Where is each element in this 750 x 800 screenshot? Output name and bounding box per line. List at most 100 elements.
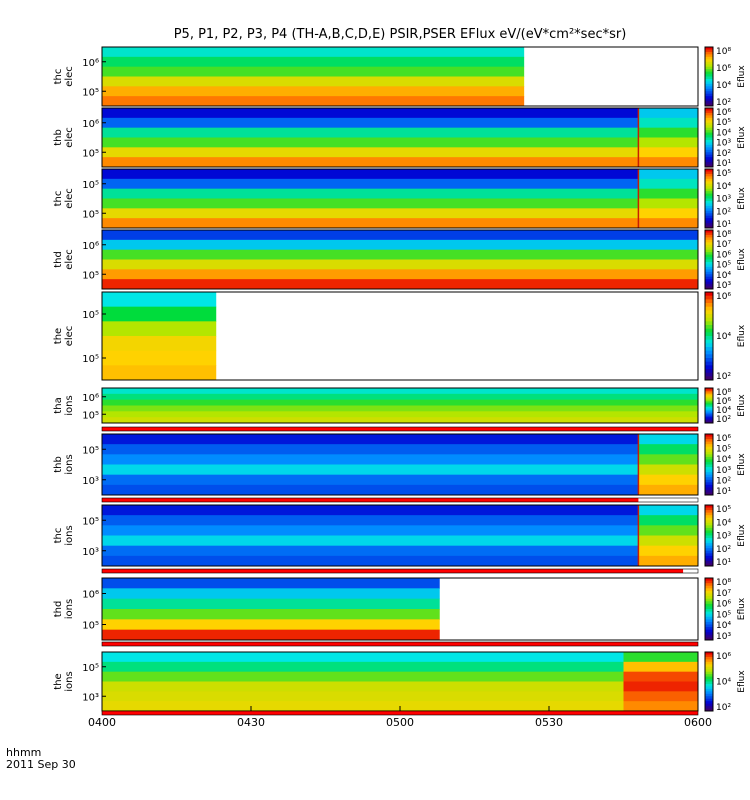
colorbar-swatch xyxy=(705,535,713,539)
colorbar-tick-label: 10³ xyxy=(716,632,731,642)
colorbar-tick-label: 10⁸ xyxy=(716,578,731,588)
colorbar-swatch xyxy=(705,659,713,663)
colorbar-swatch xyxy=(705,135,713,138)
spectrogram-band xyxy=(102,474,639,486)
spectrogram-band xyxy=(102,198,639,209)
colorbar-swatch xyxy=(705,162,713,166)
colorbar-swatch xyxy=(705,402,713,405)
colorbar-swatch xyxy=(705,406,713,409)
data-flag-frame xyxy=(101,641,699,647)
y-tick-label: 10⁵ xyxy=(82,270,99,281)
colorbar-frame xyxy=(704,504,714,567)
colorbar-swatch xyxy=(705,132,713,136)
spectrogram-band xyxy=(102,588,440,600)
colorbar-swatch xyxy=(705,540,713,544)
colorbar-swatch xyxy=(705,86,713,90)
colorbar-swatch xyxy=(705,449,713,453)
colorbar-swatch xyxy=(705,112,713,116)
colorbar-swatch xyxy=(705,482,713,486)
data-flag-frame xyxy=(101,497,699,503)
colorbar-swatch xyxy=(705,176,713,180)
colorbar-swatch xyxy=(705,193,713,197)
spectrogram-band xyxy=(102,321,217,337)
colorbar-swatch xyxy=(705,247,713,251)
colorbar-swatch xyxy=(705,117,713,121)
colorbar-swatch xyxy=(705,515,713,519)
spectrogram-band xyxy=(102,178,639,190)
spectrogram-band xyxy=(102,169,639,180)
colorbar-swatch xyxy=(705,122,713,126)
y-tick-label: 10⁶ xyxy=(82,590,99,601)
colorbar-label: Eflux xyxy=(737,394,747,417)
colorbar-swatch xyxy=(705,609,713,613)
panel-thc-elec-1: thcelec 10⁶ 10⁵ xyxy=(53,46,699,107)
spectrogram-band-after-change xyxy=(623,671,698,682)
colorbar-tick-label: 10² xyxy=(716,703,731,713)
colorbar-label: Eflux xyxy=(737,65,747,88)
colorbar-swatch xyxy=(705,254,713,258)
panel-label: thdions xyxy=(53,599,75,619)
colorbar-swatch xyxy=(705,627,713,631)
spectrogram-band xyxy=(102,147,639,158)
colorbar-swatch xyxy=(705,354,713,359)
colorbar-swatch xyxy=(705,215,713,219)
spectrogram-band xyxy=(102,629,440,641)
colorbar-swatch xyxy=(705,96,713,100)
spectrogram-band-after-change xyxy=(623,661,698,673)
colorbar-swatch xyxy=(705,103,713,107)
colorbar-swatch xyxy=(705,446,713,450)
colorbar-swatch xyxy=(705,306,713,311)
spectrogram-band xyxy=(102,405,698,412)
colorbar-swatch xyxy=(705,550,713,554)
colorbar-swatch xyxy=(705,108,713,111)
colorbar-swatch xyxy=(705,417,713,420)
spectrogram-band xyxy=(102,56,525,68)
colorbar-tick-label: 10⁶ xyxy=(716,64,731,74)
x-tick-label: 0430 xyxy=(237,716,265,729)
y-tick-label: 10⁶ xyxy=(82,58,99,69)
colorbar-swatch xyxy=(705,232,713,236)
y-tick-label: 10⁵ xyxy=(82,354,99,365)
spectrogram-band xyxy=(102,444,639,455)
spectrogram-band xyxy=(102,515,639,526)
colorbar-swatch xyxy=(705,115,713,119)
spectrogram-band-after-change xyxy=(638,147,698,158)
colorbar-swatch xyxy=(705,461,713,465)
colorbar-swatch xyxy=(705,279,713,283)
colorbar-swatch xyxy=(705,332,713,337)
spectrogram-band xyxy=(102,652,624,663)
colorbar-swatch xyxy=(705,412,713,415)
panel-frame xyxy=(101,168,699,229)
colorbar-swatch xyxy=(705,59,713,63)
colorbar-swatch xyxy=(705,548,713,552)
colorbar-tick-label: 10³ xyxy=(716,195,731,205)
spectrogram-band-after-change xyxy=(638,208,698,219)
colorbar-swatch xyxy=(705,54,713,58)
colorbar-swatch xyxy=(705,543,713,547)
panel-label: thcions xyxy=(53,525,75,545)
colorbar-swatch xyxy=(705,49,713,53)
spectrogram-band xyxy=(102,47,525,58)
colorbar-swatch xyxy=(705,203,713,207)
panel-frame xyxy=(101,46,699,107)
y-tick-label: 10⁵ xyxy=(82,310,99,321)
colorbar-swatch xyxy=(705,186,713,190)
colorbar-tick-label: 10² xyxy=(716,207,731,217)
date-label: 2011 Sep 30 xyxy=(6,758,76,771)
spectrogram-band xyxy=(102,86,525,97)
colorbar-swatch xyxy=(705,520,713,524)
colorbar-swatch xyxy=(705,420,713,423)
colorbar-swatch xyxy=(705,130,713,134)
colorbar-tick-label: 10⁴ xyxy=(716,128,731,138)
spectrogram-band xyxy=(102,434,639,445)
y-tick-label: 10⁵ xyxy=(82,148,99,159)
colorbar-swatch xyxy=(705,208,713,212)
colorbar-label: Eflux xyxy=(737,324,747,347)
spectrogram-band xyxy=(102,188,639,199)
y-tick-label: 10³ xyxy=(82,476,99,487)
colorbar-swatch xyxy=(705,601,713,605)
colorbar-swatch xyxy=(705,225,713,229)
colorbar-tick-label: 10⁷ xyxy=(716,240,731,250)
